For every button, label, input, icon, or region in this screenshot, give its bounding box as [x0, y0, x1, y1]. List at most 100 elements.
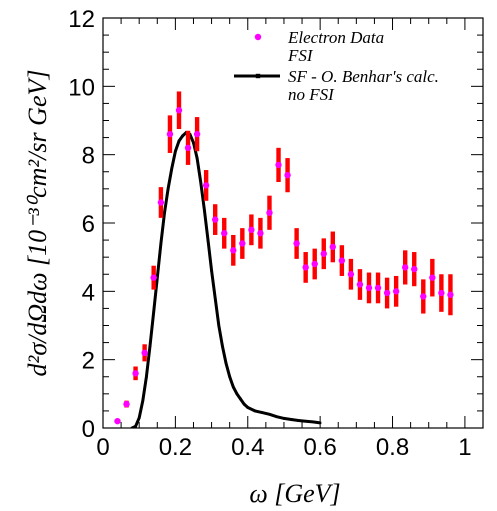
y-tick-label: 2	[82, 348, 95, 375]
data-point	[175, 107, 183, 114]
y-tick-label: 6	[82, 211, 95, 238]
data-point	[320, 250, 327, 257]
data-point	[411, 265, 418, 273]
x-tick-label: 0.6	[303, 434, 336, 461]
theory-point	[152, 310, 155, 314]
data-point	[447, 291, 454, 298]
data-point	[193, 130, 201, 138]
data-point	[438, 289, 445, 297]
data-point	[347, 271, 355, 278]
theory-point	[145, 375, 148, 378]
x-tick-label: 0.4	[231, 434, 264, 461]
data-point	[239, 240, 246, 247]
x-tick-label: 0	[96, 434, 109, 461]
data-point	[248, 226, 255, 234]
legend-label-electron-data: Electron Data	[287, 28, 384, 47]
x-tick-label: 1	[458, 434, 471, 461]
theory-line	[131, 130, 321, 428]
y-tick-label: 8	[82, 143, 95, 170]
data-point	[338, 257, 346, 264]
theory-point	[242, 402, 246, 406]
data-point	[230, 247, 237, 254]
theory-point	[203, 208, 206, 211]
data-point	[221, 230, 228, 237]
theory-point	[134, 425, 137, 428]
theory-point	[235, 392, 239, 396]
theory-point	[166, 187, 170, 191]
data-point	[392, 288, 400, 295]
data-point	[401, 264, 409, 271]
data-point	[166, 130, 174, 138]
data-point	[150, 274, 157, 281]
data-point	[329, 243, 337, 251]
theory-point	[232, 385, 235, 389]
legend-label-theory: SF - O. Benhar's calc.	[288, 67, 439, 86]
theory-point	[206, 238, 210, 242]
data-point	[202, 182, 210, 189]
theory-point	[137, 416, 141, 419]
theory-point	[130, 426, 134, 428]
data-point	[257, 230, 264, 237]
data-point	[123, 400, 130, 408]
y-tick-label: 12	[68, 6, 95, 33]
theory-point	[156, 276, 159, 279]
data-point	[184, 144, 192, 152]
y-axis-title: d²σ/dΩdω [10⁻³⁰cm²/sr GeV]	[23, 70, 52, 377]
theory-point	[170, 167, 173, 170]
theory-point	[239, 397, 242, 401]
series-layer	[114, 91, 454, 428]
y-tick-label: 4	[82, 279, 95, 306]
theory-point	[141, 399, 145, 402]
legend-marker-theory-point	[255, 73, 261, 79]
data-point	[114, 417, 121, 425]
theory-point	[192, 141, 195, 144]
theory-point	[318, 421, 322, 425]
data-point	[374, 284, 382, 292]
data-point	[365, 284, 373, 292]
theory-point	[311, 420, 315, 424]
y-tick-label: 0	[82, 416, 95, 443]
data-point	[211, 216, 219, 223]
theory-point	[163, 211, 166, 214]
theory-point	[195, 156, 199, 160]
theory-point	[199, 180, 202, 184]
theory-point	[282, 417, 286, 420]
data-point	[429, 274, 436, 281]
theory-point	[261, 411, 264, 414]
theory-point	[304, 419, 307, 423]
data-point	[356, 281, 364, 288]
y-tick-label: 10	[68, 74, 95, 101]
data-point	[284, 171, 291, 179]
theory-point	[224, 361, 228, 365]
data-point	[420, 293, 427, 300]
data-point	[302, 264, 309, 271]
theory-point	[181, 134, 184, 138]
theory-point	[159, 242, 163, 245]
theory-point	[289, 418, 293, 421]
data-point	[275, 161, 282, 169]
data-point	[132, 370, 139, 377]
theory-point	[217, 324, 221, 327]
data-point	[266, 209, 273, 216]
data-point	[157, 199, 165, 206]
theory-point	[253, 409, 257, 413]
legend-marker-electron-data	[254, 33, 262, 41]
data-point	[383, 289, 391, 297]
legend-label-theory-line2: no FSI	[288, 85, 335, 104]
data-point	[141, 349, 148, 357]
legend-label-electron-data-line2: FSI	[287, 46, 314, 65]
data-point	[311, 260, 318, 268]
theory-point	[148, 344, 152, 348]
theory-point	[174, 150, 177, 153]
theory-point	[228, 375, 231, 378]
x-tick-label: 0.8	[376, 434, 409, 461]
x-tick-label: 0.2	[159, 434, 192, 461]
theory-point	[297, 419, 300, 422]
theory-point	[246, 406, 249, 409]
theory-point	[221, 344, 224, 348]
theory-point	[177, 139, 181, 143]
data-point	[293, 240, 300, 247]
